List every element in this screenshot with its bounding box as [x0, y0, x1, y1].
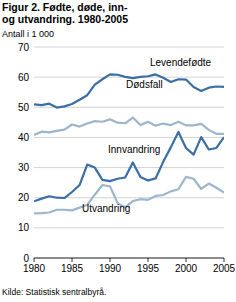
- title-line: og utvandring. 1980-2005: [2, 13, 128, 25]
- x-axis: [34, 258, 224, 259]
- y-tick-label: 60: [18, 72, 30, 83]
- y-tick-label: 40: [18, 132, 30, 143]
- series-label: Levendefødte: [150, 57, 212, 68]
- x-tick-label: 1990: [99, 263, 122, 274]
- series-line: [34, 74, 224, 107]
- series-line: [34, 177, 224, 213]
- y-tick-label: 0: [23, 253, 29, 264]
- x-tick-label: 1985: [61, 263, 84, 274]
- plot-area: [34, 74, 224, 213]
- source: Kilde: Statistisk sentralbyrå.: [2, 287, 106, 297]
- y-tick-label: 20: [18, 192, 30, 203]
- x-tick: [72, 258, 73, 262]
- series-label: Utvandring: [82, 203, 130, 214]
- title: Figur 2. Fødte, døde, inn-og utvandring.…: [2, 1, 128, 25]
- chart: Figur 2. Fødte, døde, inn-og utvandring.…: [0, 0, 236, 302]
- series-line: [34, 118, 224, 135]
- title-line: Figur 2. Fødte, døde, inn-: [2, 1, 128, 13]
- y-tick-label: 50: [18, 102, 30, 113]
- grid-line: [34, 258, 224, 259]
- y-axis-label: Antall i 1 000: [2, 29, 54, 39]
- x-tick: [148, 258, 149, 262]
- x-tick: [110, 258, 111, 262]
- x-tick-label: 2005: [213, 263, 236, 274]
- x-tick: [224, 258, 225, 262]
- x-tick: [34, 258, 35, 262]
- x-tick-label: 1980: [23, 263, 46, 274]
- grid-line: [34, 47, 224, 48]
- y-tick-label: 30: [18, 162, 30, 173]
- series-label: Dødsfall: [126, 79, 163, 90]
- series-line: [34, 132, 224, 201]
- series-label: Innvandring: [108, 144, 160, 155]
- grid-line: [34, 227, 224, 228]
- x-tick: [186, 258, 187, 262]
- grid-line: [34, 137, 224, 138]
- x-tick-label: 2000: [175, 263, 198, 274]
- y-tick-label: 10: [18, 222, 30, 233]
- x-tick-label: 1995: [137, 263, 160, 274]
- y-tick-label: 70: [18, 42, 30, 53]
